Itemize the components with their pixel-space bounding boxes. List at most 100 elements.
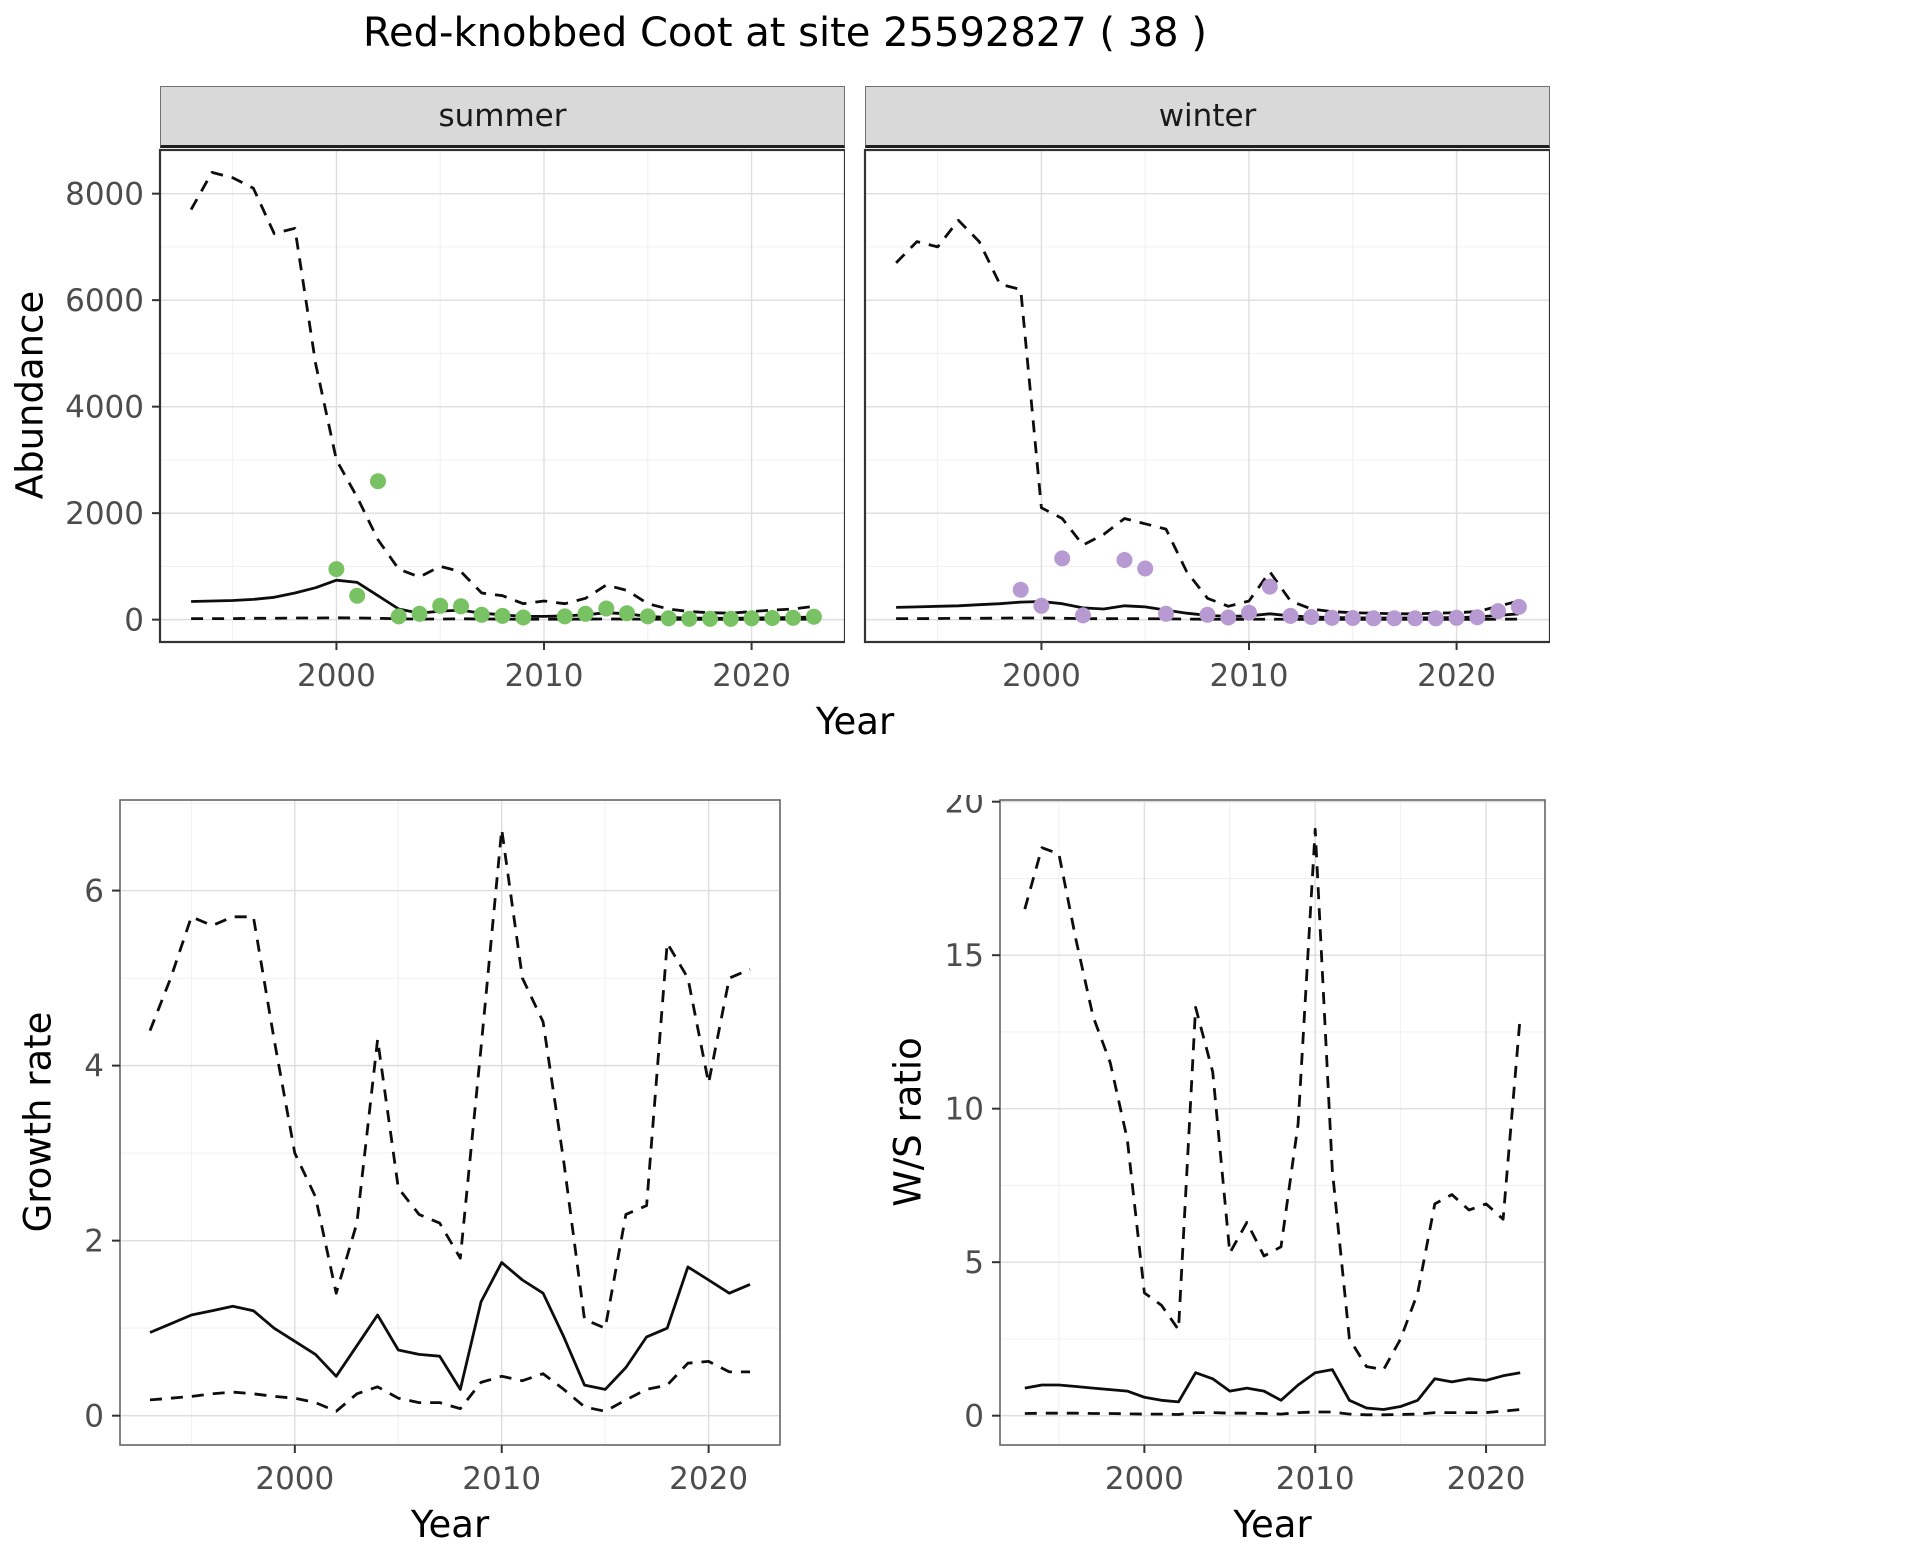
x-tick-label: 2010 — [1276, 1461, 1355, 1497]
observed-point — [1365, 610, 1382, 627]
ws-ratio-plot: 2000 2010 2020 0 5 10 15 20 — [945, 795, 1546, 1497]
observed-point — [1344, 610, 1361, 626]
observed-point — [1282, 607, 1299, 624]
panel-background — [1000, 800, 1545, 1445]
x-tick-label: 2020 — [1417, 658, 1496, 694]
upper-ci-line — [148, 827, 751, 1330]
y-tick-label: 8000 — [65, 177, 144, 213]
upper-ci-line — [895, 218, 1520, 616]
observed-point — [764, 610, 781, 626]
facet-strip-winter-label: winter — [1158, 98, 1257, 134]
observed-point — [619, 605, 635, 622]
observed-point — [722, 610, 739, 627]
observed-point — [1386, 610, 1403, 627]
y-tick-label: 6000 — [65, 283, 144, 319]
observed-point — [1012, 581, 1029, 598]
observed-point — [660, 610, 677, 627]
panel-border — [119, 799, 781, 1446]
observed-point — [743, 610, 760, 627]
panel-background — [865, 150, 1550, 642]
x-tick-label: 2020 — [669, 1461, 748, 1497]
observed-point — [805, 608, 822, 625]
winter-abundance-plot: 2000 2010 2020 — [863, 148, 1550, 694]
y-tick-label: 2 — [84, 1224, 104, 1260]
observed-point — [1407, 610, 1424, 627]
observed-point — [390, 608, 407, 625]
y-tick-label: 20 — [945, 795, 984, 821]
x-tick-label: 2010 — [1210, 658, 1289, 694]
observed-point — [1033, 597, 1050, 614]
mean-line — [1024, 1368, 1521, 1411]
growth-x-axis-label: Year — [410, 1503, 490, 1546]
observed-point — [556, 608, 573, 625]
observed-point — [1158, 605, 1174, 622]
facet-strip-winter: winter — [865, 86, 1550, 148]
x-tick-label: 2020 — [1447, 1461, 1526, 1497]
x-tick-label: 2000 — [297, 658, 376, 694]
panel-border — [158, 148, 845, 644]
panel-border — [999, 799, 1546, 1446]
facet-strip-summer: summer — [160, 86, 845, 148]
ratio-y-axis-label: W/S ratio — [886, 1037, 930, 1207]
observed-point — [598, 600, 615, 617]
top-x-axis-label: Year — [815, 700, 895, 743]
y-tick-label: 2000 — [65, 496, 144, 532]
y-tick-label: 5 — [964, 1245, 984, 1281]
y-tick-label: 4000 — [65, 390, 144, 426]
observed-point — [494, 607, 511, 624]
observed-point — [1054, 550, 1071, 567]
observed-point — [1510, 598, 1527, 615]
y-tick-label: 6 — [84, 874, 104, 910]
observed-point — [1427, 610, 1444, 627]
observed-point — [577, 605, 594, 622]
observed-point — [1137, 560, 1154, 577]
x-tick-label: 2000 — [255, 1461, 334, 1497]
observed-point — [1303, 609, 1320, 625]
observed-point — [453, 598, 469, 615]
observed-point — [1261, 578, 1278, 595]
x-tick-label: 2020 — [712, 658, 791, 694]
page-title: Red-knobbed Coot at site 25592827 ( 38 ) — [363, 10, 1207, 56]
observed-point — [702, 610, 719, 627]
observed-point — [1490, 603, 1507, 620]
observed-point — [432, 597, 449, 614]
observed-point — [1241, 604, 1257, 621]
observed-point — [1469, 609, 1486, 626]
observed-point — [370, 473, 386, 490]
panel-border — [863, 148, 1550, 644]
observed-point — [515, 609, 532, 626]
x-tick-label: 2010 — [462, 1461, 541, 1497]
summer-abundance-plot: 2000 2010 2020 0 2000 4000 6000 8000 — [65, 148, 845, 694]
x-tick-label: 2010 — [505, 658, 584, 694]
panel-background — [160, 150, 845, 642]
growth-rate-plot: 2000 2010 2020 0 2 4 6 — [84, 799, 781, 1497]
observed-point — [1448, 609, 1465, 626]
observed-point — [349, 587, 366, 604]
observed-point — [473, 606, 490, 623]
x-tick-label: 2000 — [1002, 658, 1081, 694]
ratio-x-axis-label: Year — [1233, 1503, 1312, 1546]
y-tick-label: 10 — [945, 1092, 984, 1128]
y-tick-label: 0 — [964, 1399, 984, 1435]
y-tick-label: 0 — [124, 603, 144, 639]
facet-strip-summer-label: summer — [438, 98, 567, 134]
abundance-y-axis-label: Abundance — [8, 290, 52, 500]
panel-background — [120, 800, 780, 1445]
upper-ci-line — [1023, 827, 1522, 1371]
upper-ci-line — [189, 170, 815, 615]
y-tick-label: 4 — [84, 1049, 104, 1085]
observed-point — [785, 609, 802, 626]
observed-point — [328, 561, 345, 578]
lower-ci-line — [149, 1360, 750, 1413]
y-tick-label: 15 — [945, 938, 984, 974]
observed-point — [1199, 606, 1216, 623]
observed-point — [681, 610, 698, 627]
observed-point — [411, 605, 428, 622]
x-tick-label: 2000 — [1105, 1461, 1184, 1497]
observed-point — [639, 608, 656, 625]
observed-point — [1075, 607, 1091, 624]
growth-y-axis-label: Growth rate — [16, 1011, 60, 1233]
observed-point — [1220, 609, 1237, 626]
y-tick-label: 0 — [84, 1399, 104, 1435]
